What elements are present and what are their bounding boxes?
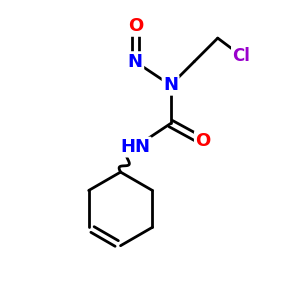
Text: O: O xyxy=(128,17,143,35)
Text: O: O xyxy=(195,132,211,150)
Text: N: N xyxy=(128,53,143,71)
Text: N: N xyxy=(163,76,178,94)
Text: HN: HN xyxy=(120,138,150,156)
Text: Cl: Cl xyxy=(232,47,250,65)
